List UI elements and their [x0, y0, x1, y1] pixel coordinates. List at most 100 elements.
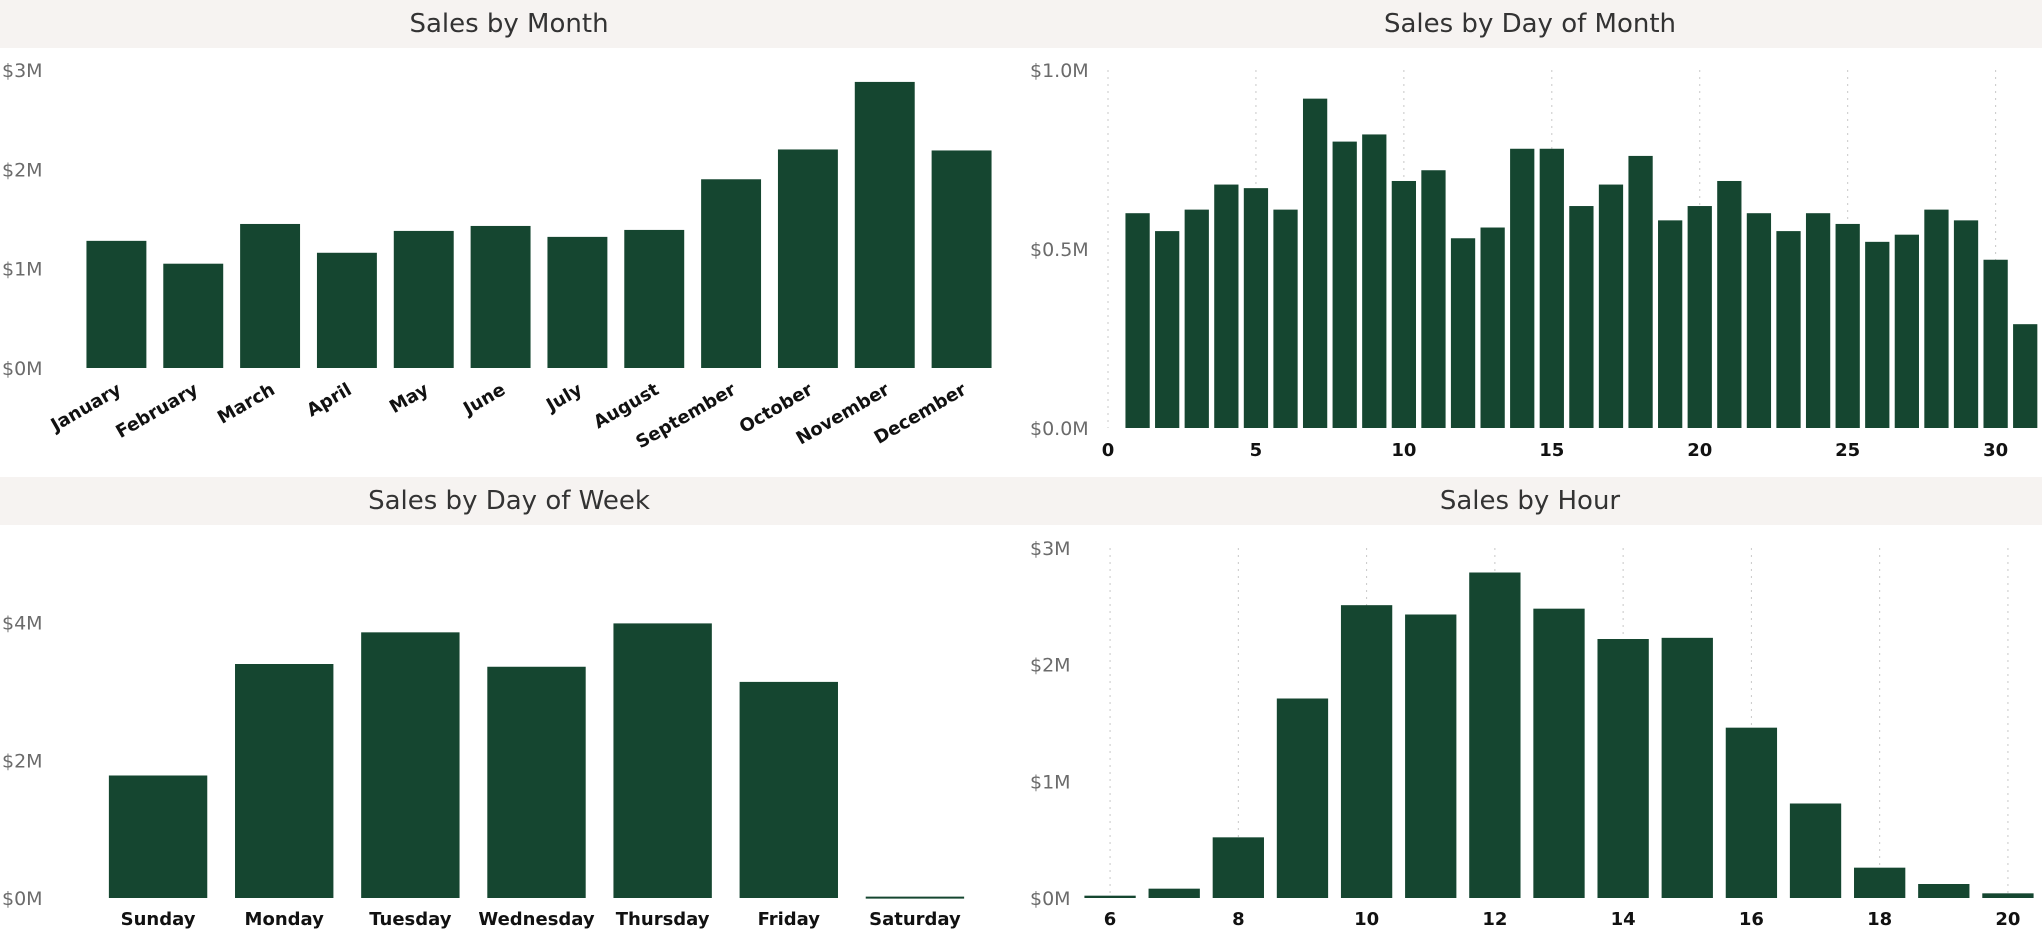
bar	[1865, 241, 1890, 428]
bar	[1469, 572, 1521, 898]
bar	[1918, 884, 1970, 898]
bar	[865, 896, 965, 899]
bar	[1084, 895, 1136, 898]
bar	[1776, 231, 1801, 428]
chart-plot: $0M $1M $2M $3M 6 8 10 12 14 16 18 20	[1030, 538, 2034, 930]
chart-title: Sales by Hour	[1018, 477, 2042, 525]
bar	[1658, 220, 1683, 428]
bar	[1854, 867, 1906, 898]
bar	[1982, 893, 2034, 898]
y-tick-label: $1.0M	[1030, 60, 1089, 82]
x-tick-label: July	[541, 379, 586, 417]
bar	[1533, 608, 1585, 898]
x-tick-label: April	[303, 379, 355, 421]
chart-sales-by-hour: Sales by Hour $0M $1M $2M $3M 6 8 10 12 14 16 18 20	[1018, 477, 2042, 945]
bar	[393, 230, 454, 368]
x-tick-label: 30	[1983, 440, 2008, 461]
bar	[777, 149, 838, 368]
bar	[1214, 184, 1239, 428]
x-tick-label: May	[386, 379, 432, 418]
chart-title: Sales by Day of Week	[0, 477, 1018, 525]
bar	[2013, 324, 2038, 428]
x-tick-label: 10	[1391, 440, 1416, 461]
bar	[624, 229, 685, 368]
x-tick-label: 12	[1482, 909, 1507, 930]
x-tick-label: January	[46, 379, 125, 437]
chart-title: Sales by Day of Month	[1018, 0, 2042, 48]
bar	[1243, 188, 1269, 428]
bar	[1302, 98, 1328, 428]
bar	[1894, 234, 1919, 428]
chart-sales-by-month: Sales by Month $0M $1M $2M $3M January Februa…	[0, 0, 1018, 475]
bar	[163, 263, 224, 368]
chart-plot: $0M $2M $4M Sunday Monday Tuesday Wednesday Thu…	[2, 613, 965, 930]
x-tick-label: 20	[1687, 440, 1712, 461]
bar	[1687, 206, 1712, 428]
x-tick-label: Wednesday	[478, 909, 595, 930]
bar	[547, 236, 608, 368]
bar	[1273, 209, 1298, 428]
y-tick-label: $3M	[1030, 538, 1071, 560]
x-tick-label: 0	[1102, 440, 1115, 461]
bar	[470, 225, 531, 368]
bar	[739, 681, 838, 898]
bar	[1983, 259, 2008, 428]
x-tick-label: 5	[1250, 440, 1263, 461]
x-tick-label: Monday	[245, 909, 325, 930]
x-tick-label: Saturday	[869, 909, 961, 930]
x-tick-label: 15	[1539, 440, 1564, 461]
bar	[1332, 141, 1357, 428]
x-tick-label: 25	[1835, 440, 1860, 461]
x-tick-label: Tuesday	[369, 909, 452, 930]
bar	[1450, 238, 1476, 428]
bar	[931, 150, 992, 368]
bar	[1628, 155, 1653, 429]
bar	[361, 632, 460, 898]
bar	[1805, 213, 1831, 428]
x-tick-label: 8	[1232, 909, 1245, 930]
y-tick-label: $0M	[2, 888, 43, 910]
bar	[108, 775, 208, 898]
bar	[1953, 220, 1979, 428]
y-tick-label: $2M	[2, 159, 43, 181]
y-tick-label: $3M	[2, 60, 43, 82]
bar	[1276, 698, 1329, 898]
bar	[1924, 209, 1949, 428]
bar	[1421, 170, 1446, 428]
bar	[1569, 206, 1594, 428]
x-tick-label: March	[214, 379, 279, 428]
x-tick-label: Thursday	[616, 909, 710, 930]
y-tick-label: $1M	[2, 259, 43, 281]
chart-sales-by-day-of-month: Sales by Day of Month $0.0M $0.5M $1.0M 0 5 1…	[1018, 0, 2042, 475]
bar	[1598, 184, 1624, 428]
bar	[1155, 231, 1180, 428]
x-tick-label: 6	[1104, 909, 1117, 930]
y-tick-label: $0M	[2, 358, 43, 380]
y-tick-label: $0.5M	[1030, 239, 1089, 261]
bar	[1148, 888, 1200, 898]
chart-plot: $0.0M $0.5M $1.0M 0 5 10 15 20 25 30	[1030, 60, 2038, 461]
x-tick-label: 20	[1995, 909, 2020, 930]
bar	[1510, 148, 1535, 428]
bar	[1405, 614, 1457, 898]
y-tick-label: $2M	[1030, 655, 1071, 677]
x-tick-label: 14	[1611, 909, 1636, 930]
bar	[701, 179, 762, 368]
bar	[1362, 134, 1387, 428]
bar	[1480, 227, 1505, 428]
x-tick-label: June	[458, 379, 509, 420]
y-tick-label: $4M	[2, 613, 43, 635]
bar	[1340, 605, 1393, 898]
bar	[240, 223, 301, 368]
y-tick-label: $0M	[1030, 888, 1071, 910]
x-tick-label: Sunday	[121, 909, 196, 930]
y-tick-label: $2M	[2, 750, 43, 772]
x-tick-label: Friday	[758, 909, 821, 930]
bar	[1746, 213, 1772, 428]
x-tick-label: February	[112, 379, 202, 443]
bar	[1391, 180, 1417, 428]
x-tick-label: 16	[1739, 909, 1764, 930]
x-tick-label: 10	[1354, 909, 1379, 930]
bar	[316, 252, 377, 368]
